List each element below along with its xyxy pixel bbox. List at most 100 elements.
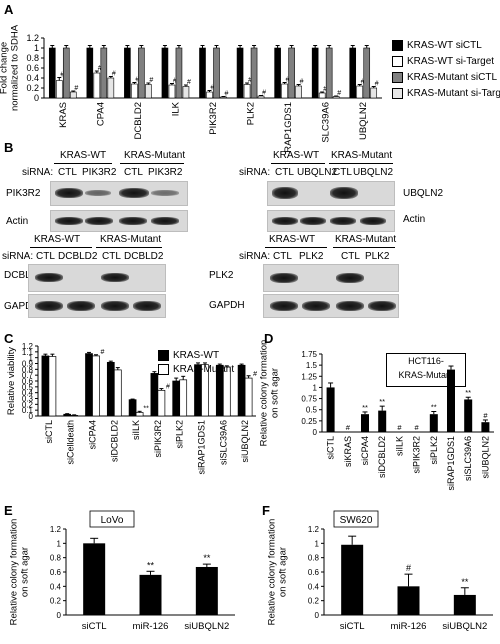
y-tick-label: 0.8 [308, 554, 320, 563]
bar [250, 47, 258, 99]
significance-mark: # [149, 77, 153, 84]
y-axis-title-line: on soft agar [20, 547, 31, 597]
x-tick-label: siILK [394, 436, 404, 456]
y-tick-label: 0.7 [22, 371, 34, 380]
sirna-label: siRNA: [239, 251, 271, 262]
y-axis-title-line: on soft agar [270, 368, 281, 418]
significance-mark: ** [143, 406, 149, 413]
bar [48, 47, 56, 99]
blot-group-label: KRAS-WT [60, 150, 107, 161]
x-tick-label: siILK [131, 420, 141, 440]
bar [92, 355, 100, 417]
x-tick-label: siUBQLN2 [240, 420, 250, 463]
y-tick-label: 0.6 [26, 63, 39, 73]
bar [175, 47, 183, 99]
y-axis-title: Relative colony formation on soft agar [9, 519, 31, 626]
y-axis-title: Relative viability [6, 347, 17, 415]
y-axis-title-line: Relative colony formation [9, 519, 20, 626]
significance-mark: # [262, 90, 266, 97]
x-tick-label: siUBQLN2 [184, 621, 229, 632]
bar [85, 353, 93, 417]
x-tick-label: UBQLN2 [358, 102, 369, 140]
x-tick-label-group: siPLK2 [175, 420, 185, 449]
bar [139, 574, 162, 615]
significance-mark: # [135, 77, 139, 84]
x-tick-label-group: siCPA4 [88, 420, 98, 449]
bar [128, 399, 137, 417]
bar [281, 83, 288, 99]
blot-image [28, 264, 166, 292]
y-tick-label: 0.2 [26, 83, 39, 93]
significance-mark: # [74, 85, 78, 92]
bar [274, 47, 281, 99]
significance-mark: # [323, 86, 327, 93]
sirna-label: siRNA: [22, 167, 54, 178]
y-tick-label: 0 [34, 93, 39, 103]
legend-label: KRAS-WT si-Target [407, 56, 495, 67]
bar [55, 80, 63, 99]
significance-mark: # [361, 79, 365, 86]
y-tick-label: 0.5 [22, 383, 34, 392]
bar [124, 47, 131, 99]
x-tick-label-group: ILK [170, 101, 181, 116]
y-tick-label: 0.6 [50, 568, 62, 577]
x-tick-label: siKRAS [343, 436, 353, 467]
y-tick-label: 1 [313, 383, 318, 392]
y-axis-title: Relative colony formation on soft agar [267, 519, 289, 626]
bar [69, 91, 77, 99]
blot-row-label: DCBLD2 [4, 270, 44, 281]
significance-mark: # [225, 91, 229, 98]
y-tick-label: 0.2 [50, 597, 62, 606]
y-axis-title-line: Relative colony formation [259, 340, 270, 447]
bar [370, 87, 378, 99]
chart-d: 0 0.25 0.5 0.75 1 1.25 1.5 1.75 Relative colony … [259, 340, 494, 491]
bar [464, 399, 473, 432]
bar [361, 414, 369, 432]
y-tick-label: 1.25 [301, 372, 317, 381]
y-tick-label: 0 [57, 611, 62, 620]
blot-row-label: UBQLN2 [403, 188, 444, 199]
legend-label: KRAS-WT [173, 350, 220, 361]
lane-label: CTL [341, 251, 360, 262]
significance-mark: ** [431, 402, 437, 411]
blot-group-label: KRAS-Mutant [100, 234, 162, 245]
blot-image [50, 181, 188, 206]
x-tick-label: ILK [170, 101, 181, 116]
bar [195, 566, 218, 615]
blot-row-label: GAPDH [4, 301, 40, 312]
blot-group-label: KRAS-WT [34, 234, 81, 245]
bar [311, 47, 319, 99]
bar [106, 361, 115, 417]
bar [182, 86, 190, 99]
significance-mark: # [300, 79, 304, 86]
y-tick-label: 1 [29, 354, 34, 363]
significance-mark: # [173, 78, 177, 85]
y-tick-label: 0 [29, 412, 34, 421]
blot-top-right: KRAS-WT KRAS-Mutant siRNA: CTL UBQLN2 CT… [239, 150, 500, 235]
x-tick-label: siUBQLN2 [480, 436, 490, 479]
x-tick-label: miR-126 [391, 621, 427, 632]
lane-label: PIK3R2 [148, 167, 183, 178]
x-tick-label: siCPA4 [88, 420, 98, 449]
chart-d-title-line: KRAS-Mutant [398, 370, 454, 380]
y-tick-label: 0.6 [308, 568, 320, 577]
significance-mark: ** [147, 560, 155, 570]
legend-label: KRAS-Mutant [173, 364, 235, 375]
y-tick-label: 1 [34, 43, 39, 53]
x-tick-label-group: siRAP1GDS1 [197, 420, 207, 475]
lane-label: CTL [58, 167, 77, 178]
bar [107, 77, 115, 99]
x-tick-label: siCTL [82, 621, 107, 632]
y-tick-label: 1 [57, 539, 62, 548]
significance-mark: # [483, 411, 488, 420]
x-tick-label-group: siPIK3R2 [412, 436, 422, 474]
bar [295, 85, 302, 99]
panel-letter-a: A [4, 2, 14, 17]
chart-d-title-box: HCT116- KRAS-Mutant [386, 353, 466, 387]
blot-row-label: PIK3R2 [6, 188, 41, 199]
chart-f: 0 0.2 0.4 0.6 0.8 1 1.2 Relative colony formati… [267, 510, 493, 632]
lane-label: PLK2 [365, 251, 390, 262]
significance-mark: ** [203, 553, 211, 563]
y-tick-label: 0.75 [301, 395, 317, 404]
blot-group-label: KRAS-Mutant [335, 234, 397, 245]
